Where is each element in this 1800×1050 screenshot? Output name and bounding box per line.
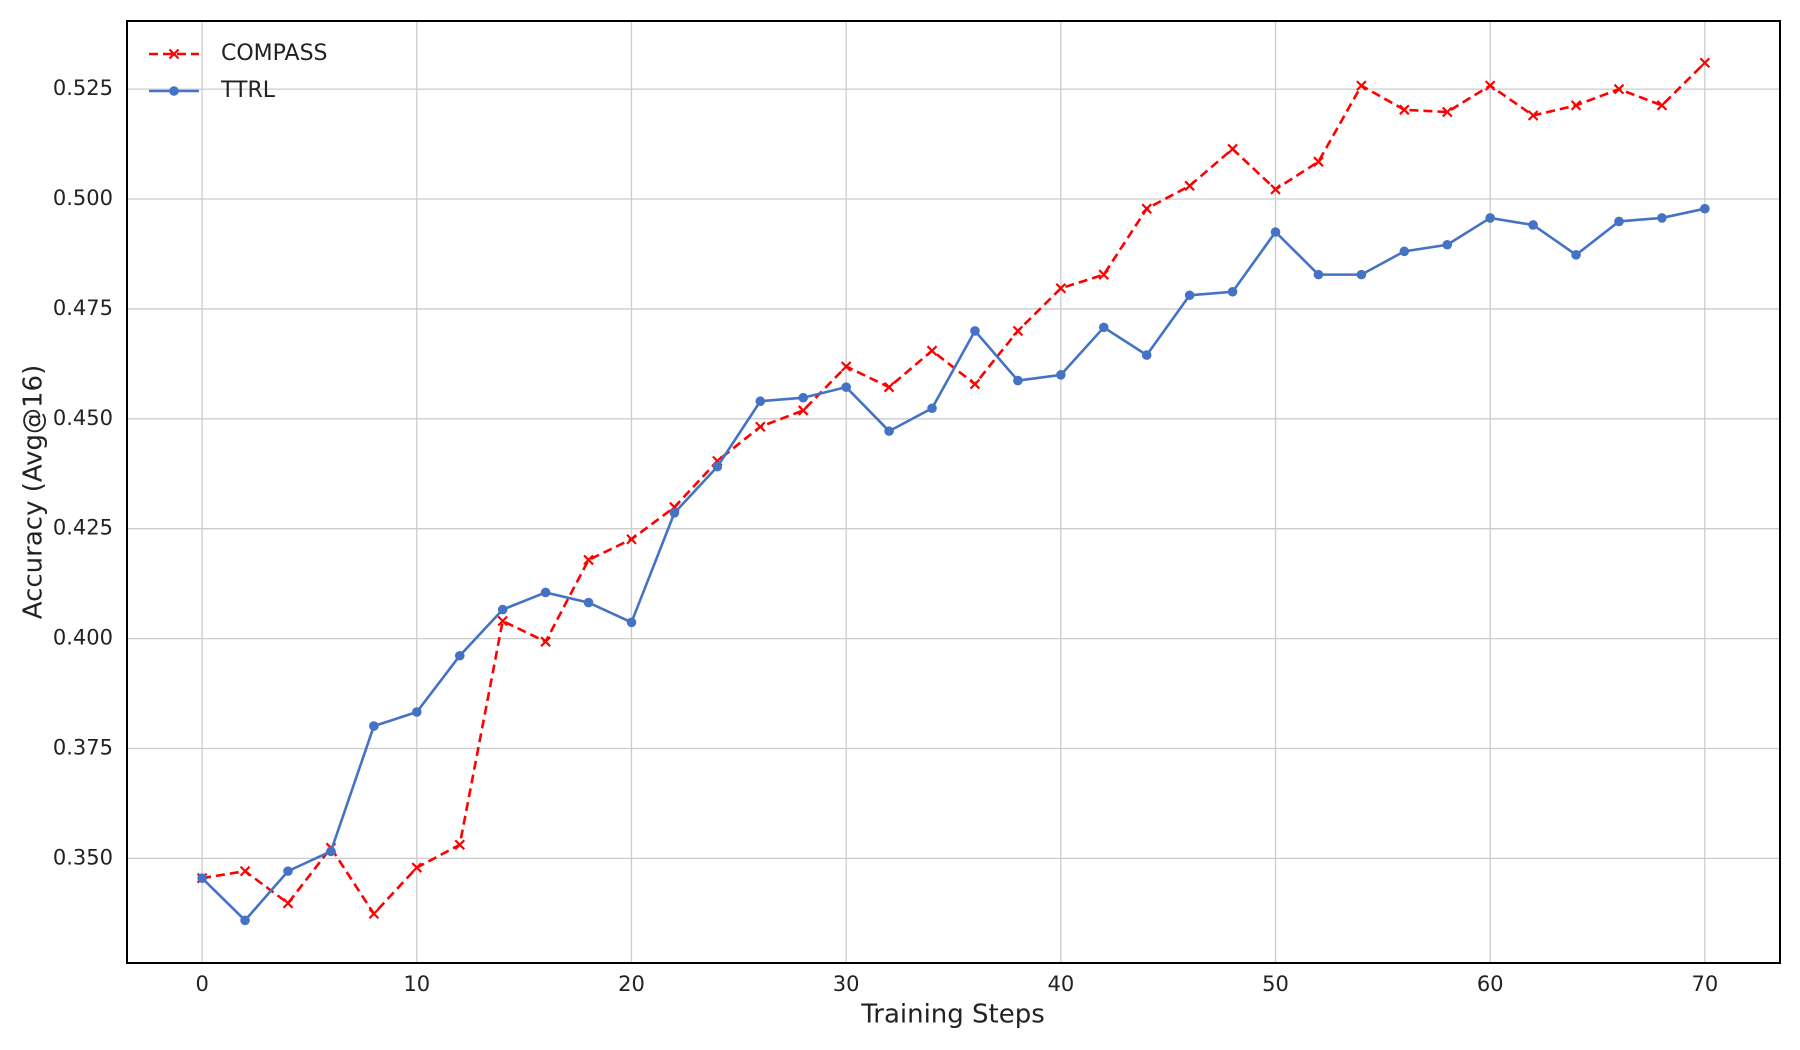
legend-marker [169,86,179,96]
plot-frame [126,20,1781,964]
data-point [841,382,851,392]
data-point [884,426,894,436]
data-point [1613,83,1625,95]
data-point [1141,350,1152,360]
y-tick-label: 0.500 [53,186,113,210]
data-point [411,862,423,873]
data-point [540,636,551,647]
series-line [201,61,1706,916]
y-tick-label: 0.475 [53,296,113,320]
data-point [1313,156,1324,167]
data-point [368,908,380,920]
data-point [1657,213,1667,223]
data-point [1527,110,1539,121]
y-tick-label: 0.350 [53,845,113,869]
data-point [1313,269,1324,280]
series-line [201,207,1706,923]
data-point [1184,290,1195,301]
y-tick-label: 0.525 [53,76,113,100]
data-point [1399,246,1410,257]
data-point [1098,322,1109,333]
data-point [369,721,379,731]
data-point [540,587,551,598]
x-tick-label: 0 [195,972,208,996]
legend-text: COMPASS [221,41,328,66]
data-point [926,345,938,356]
x-tick-label: 60 [1477,972,1504,996]
data-point [454,650,465,661]
data-point [1141,203,1152,214]
data-point [1528,220,1538,230]
data-point [1656,100,1668,111]
data-point [497,615,508,627]
data-point [583,597,594,608]
data-point [239,865,251,877]
data-point [197,873,207,883]
data-point [1227,143,1238,155]
data-point [1270,184,1281,195]
data-point [626,533,637,545]
data-point [1484,80,1496,91]
y-tick-label: 0.400 [53,626,113,650]
data-point [1571,250,1581,260]
y-tick-label: 0.450 [53,406,113,430]
data-point [326,846,336,857]
data-point [1012,325,1024,337]
data-point [1356,80,1367,91]
data-point [240,915,250,926]
x-tick-label: 70 [1691,972,1718,996]
x-tick-label: 50 [1262,972,1289,996]
data-point [1700,203,1710,214]
legend-marker [168,48,180,60]
data-point [883,381,895,393]
data-point [1570,100,1582,111]
data-point [970,326,980,336]
data-point [583,554,594,566]
x-tick-label: 30 [833,972,860,996]
data-point [969,378,981,390]
data-point [1441,106,1453,118]
data-point [712,461,723,472]
y-axis-title: Accuracy (Avg@16) [19,365,49,620]
data-point [840,361,852,372]
data-point [454,839,466,851]
data-point [1614,216,1624,227]
data-point [1699,57,1711,69]
data-point [1184,180,1195,192]
data-point [755,421,766,433]
legend-text: TTRL [220,78,276,103]
y-tick-label: 0.425 [53,516,113,540]
data-point [412,707,422,717]
x-tick-label: 20 [618,972,645,996]
data-point [927,403,937,414]
data-point [1013,375,1023,386]
x-tick-label: 10 [403,972,430,996]
x-tick-label: 40 [1047,972,1074,996]
data-point [1356,269,1367,280]
data-point [1227,286,1238,297]
data-point [669,508,680,518]
data-point [497,604,508,615]
data-point [283,866,293,876]
data-point [1270,227,1281,237]
data-point [1399,104,1410,116]
data-point [1055,282,1067,294]
data-point [755,396,766,407]
data-point [798,392,809,403]
data-point [797,405,809,416]
x-axis-title: Training Steps [860,1000,1045,1030]
data-point [626,617,637,628]
y-tick-label: 0.375 [53,735,113,759]
data-point [1098,269,1110,280]
data-point [282,897,294,909]
data-point [1056,370,1066,380]
data-point [1442,239,1453,250]
data-point [1485,213,1495,223]
